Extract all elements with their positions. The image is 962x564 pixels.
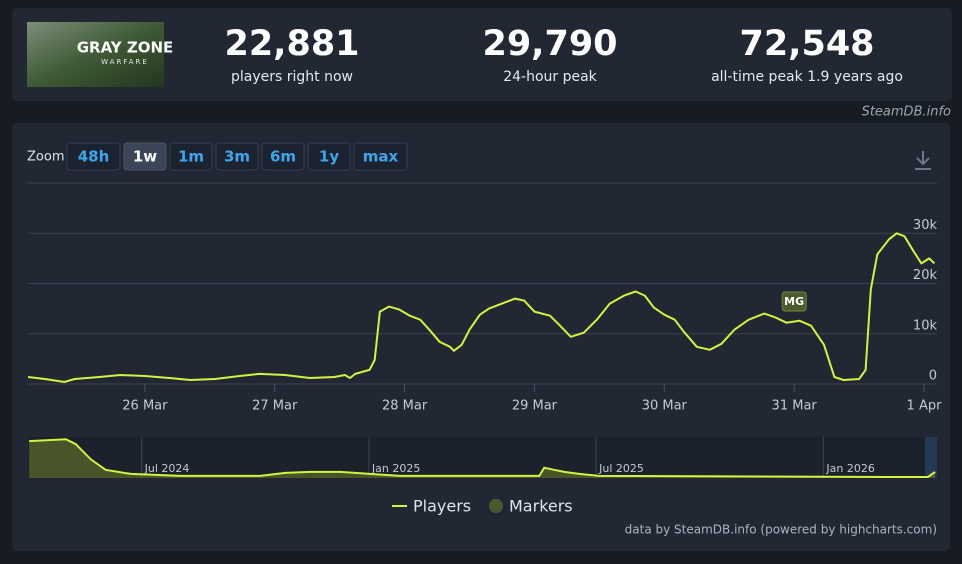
game-image <box>27 22 164 87</box>
navigator-tick-label: Jul 2025 <box>598 462 644 475</box>
legend-label[interactable]: Players <box>413 497 471 516</box>
player-line <box>27 232 936 383</box>
navigator-tick-label: Jul 2024 <box>144 462 190 475</box>
zoom-button[interactable] <box>123 142 167 171</box>
navigator-area <box>29 439 936 478</box>
x-tick-label: 1 Apr <box>907 399 943 414</box>
zoom-button[interactable] <box>215 142 259 171</box>
x-tick-label: 28 Mar <box>382 399 428 414</box>
stat-label: 24-hour peak <box>503 69 597 85</box>
zoom-button-label[interactable]: max <box>363 148 399 166</box>
y-tick-label: 20k <box>913 268 938 283</box>
y-tick-label: 10k <box>913 318 938 333</box>
navigator-bg <box>28 437 937 478</box>
zoom-button-label[interactable]: 1m <box>178 148 204 166</box>
navigator-tick-label: Jan 2025 <box>371 462 420 475</box>
x-tick-label: 27 Mar <box>252 399 298 414</box>
zoom-button[interactable] <box>353 142 408 171</box>
credits[interactable]: data by SteamDB.info (powered by highcha… <box>625 523 937 537</box>
stat-value: 22,881 <box>224 24 359 64</box>
zoom-button-label[interactable]: 6m <box>270 148 296 166</box>
stat-label: players right now <box>231 69 353 85</box>
zoom-button-label[interactable]: 1y <box>319 148 339 166</box>
image-subtitle: WARFARE <box>101 58 149 66</box>
y-tick-label: 0 <box>929 369 937 384</box>
zoom-button[interactable] <box>307 142 351 171</box>
chart-panel <box>12 123 950 551</box>
marker[interactable] <box>781 291 807 312</box>
x-tick-label: 26 Mar <box>122 399 168 414</box>
legend-label[interactable]: Markers <box>509 497 573 516</box>
y-tick-label: 30k <box>913 218 938 233</box>
x-tick-label: 31 Mar <box>772 399 818 414</box>
x-tick-label: 30 Mar <box>642 399 688 414</box>
zoom-button[interactable] <box>261 142 305 171</box>
image-title: GRAY ZONE <box>77 39 174 57</box>
stat-value: 72,548 <box>739 24 874 64</box>
stat-label: all-time peak 1.9 years ago <box>711 69 903 85</box>
zoom-button-label[interactable]: 3m <box>224 148 250 166</box>
navigator-selection[interactable] <box>925 437 937 478</box>
stat-value: 29,790 <box>482 24 617 64</box>
zoom-button-label[interactable]: 48h <box>78 148 110 166</box>
download-icon[interactable] <box>915 151 931 170</box>
navigator-line <box>29 438 936 478</box>
navigator-tick-label: Jan 2026 <box>825 462 874 475</box>
zoom-label: Zoom <box>27 150 64 165</box>
legend-marker[interactable] <box>489 499 503 513</box>
stats-panel <box>12 8 952 101</box>
watermark: SteamDB.info <box>862 105 951 120</box>
zoom-button[interactable] <box>66 142 121 171</box>
zoom-button[interactable] <box>169 142 213 171</box>
zoom-button-label[interactable]: 1w <box>133 148 157 166</box>
marker-label: MG <box>784 295 804 308</box>
x-tick-label: 29 Mar <box>512 399 558 414</box>
